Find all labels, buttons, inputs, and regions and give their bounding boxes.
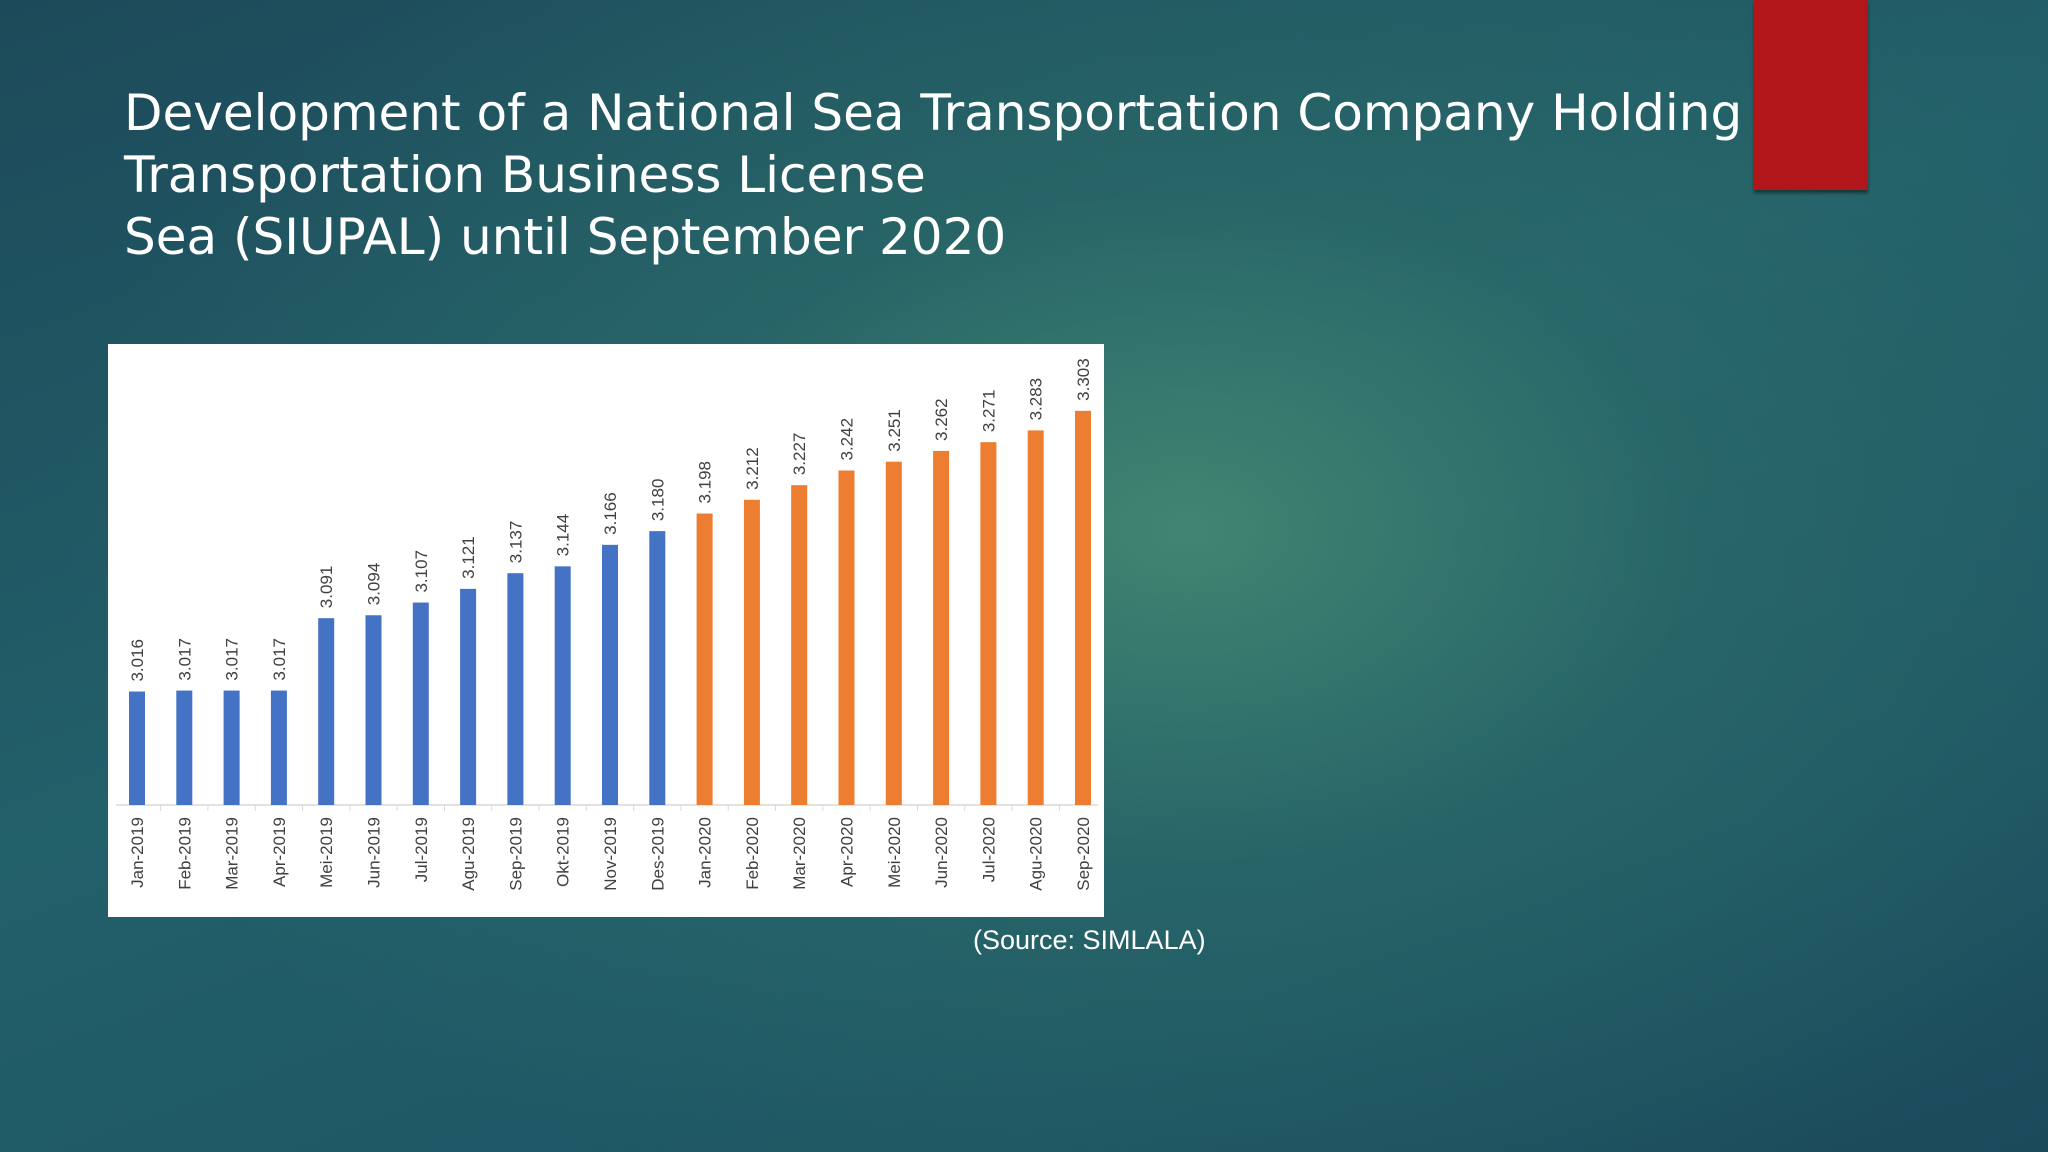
bar bbox=[365, 615, 382, 805]
bar bbox=[460, 588, 477, 805]
bar bbox=[885, 461, 902, 805]
category-label: Jun-2019 bbox=[365, 817, 384, 888]
category-label: Apr-2019 bbox=[270, 817, 289, 887]
bar bbox=[1075, 410, 1091, 805]
category-label: Okt-2019 bbox=[554, 817, 573, 887]
data-label: 3.107 bbox=[412, 550, 431, 593]
title-line-3: Sea (SIUPAL) until September 2020 bbox=[124, 208, 1007, 266]
category-label: Sep-2020 bbox=[1074, 817, 1093, 891]
data-label: 3.283 bbox=[1027, 378, 1046, 421]
bar bbox=[507, 573, 524, 805]
slide-title: Development of a National Sea Transporta… bbox=[124, 82, 1789, 268]
data-label: 3.212 bbox=[743, 447, 762, 490]
category-label: Sep-2019 bbox=[506, 817, 525, 891]
bar bbox=[176, 690, 193, 805]
data-label: 3.180 bbox=[648, 479, 667, 522]
data-label: 3.017 bbox=[175, 638, 194, 681]
data-label: 3.016 bbox=[128, 639, 147, 682]
data-label: 3.227 bbox=[790, 433, 809, 476]
category-label: Jun-2020 bbox=[932, 817, 951, 888]
data-label: 3.144 bbox=[554, 514, 573, 557]
category-label: Jul-2020 bbox=[979, 817, 998, 882]
category-label: Mei-2019 bbox=[317, 817, 336, 888]
category-label: Jul-2019 bbox=[412, 817, 431, 882]
title-line-2: Transportation Business License bbox=[124, 146, 926, 204]
data-label: 3.137 bbox=[506, 521, 525, 564]
data-label: 3.094 bbox=[365, 563, 384, 606]
category-label: Agu-2020 bbox=[1027, 817, 1046, 891]
bar bbox=[554, 566, 571, 805]
bar bbox=[933, 450, 950, 805]
chart-panel: 3.016 Jan-2019 3.017 Feb-2019 3.017 Mar-2019 3… bbox=[108, 344, 1104, 917]
data-label: 3.166 bbox=[601, 492, 620, 535]
bar bbox=[602, 544, 618, 805]
data-label: 3.303 bbox=[1074, 358, 1093, 401]
bar bbox=[791, 485, 808, 805]
bar bbox=[649, 531, 666, 805]
bar bbox=[1027, 430, 1044, 805]
data-label: 3.251 bbox=[885, 409, 904, 452]
category-label: Jan-2020 bbox=[696, 817, 715, 888]
bar bbox=[412, 602, 429, 805]
category-label: Mar-2019 bbox=[223, 817, 242, 890]
category-label: Nov-2019 bbox=[601, 817, 620, 891]
data-label: 3.017 bbox=[270, 638, 289, 681]
title-line-1: Development of a National Sea Transporta… bbox=[124, 84, 1789, 142]
data-label: 3.017 bbox=[223, 638, 242, 681]
category-label: Agu-2019 bbox=[459, 817, 478, 891]
category-label: Mar-2020 bbox=[790, 817, 809, 890]
category-label: Jan-2019 bbox=[128, 817, 147, 888]
data-label: 3.091 bbox=[317, 566, 336, 609]
data-label: 3.198 bbox=[696, 461, 715, 504]
category-label: Mei-2020 bbox=[885, 817, 904, 888]
red-accent-bar bbox=[1754, 0, 1868, 190]
data-label: 3.262 bbox=[932, 398, 951, 441]
bar-chart: 3.016 Jan-2019 3.017 Feb-2019 3.017 Mar-2019 3… bbox=[116, 358, 1098, 891]
bar bbox=[318, 618, 335, 805]
data-label: 3.121 bbox=[459, 536, 478, 579]
category-label: Feb-2019 bbox=[175, 817, 194, 890]
bar bbox=[838, 470, 855, 805]
source-caption: (Source: SIMLALA) bbox=[973, 925, 1206, 955]
data-label: 3.271 bbox=[979, 390, 998, 433]
bar bbox=[223, 690, 240, 805]
category-label: Apr-2020 bbox=[838, 817, 857, 887]
bar bbox=[980, 442, 997, 805]
bar bbox=[743, 499, 760, 805]
bar bbox=[129, 691, 145, 805]
category-label: Des-2019 bbox=[648, 817, 667, 891]
bar bbox=[696, 513, 713, 805]
category-label: Feb-2020 bbox=[743, 817, 762, 890]
bar bbox=[270, 690, 287, 805]
data-label: 3.242 bbox=[838, 418, 857, 461]
